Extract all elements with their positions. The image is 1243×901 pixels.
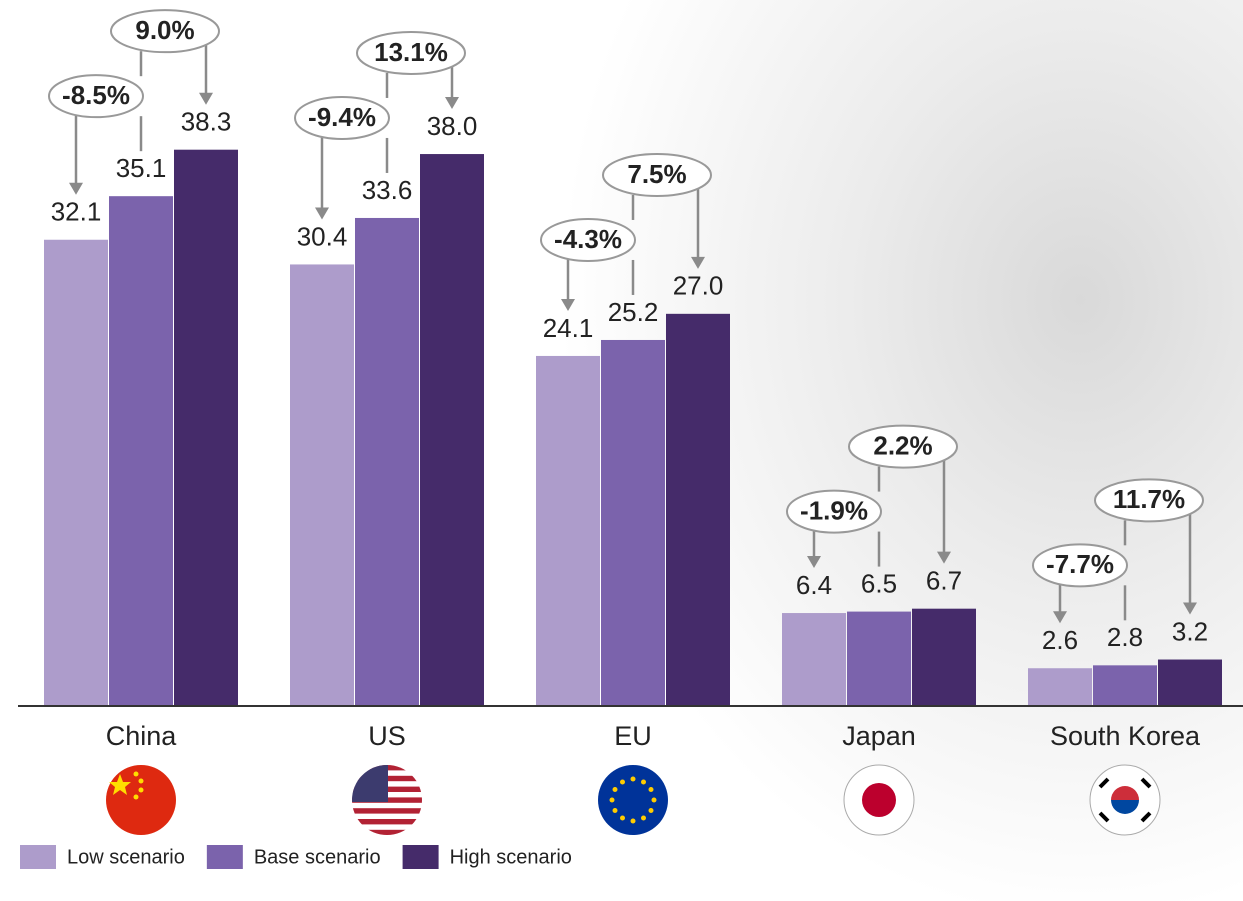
x-tick-label: China (106, 721, 178, 751)
change-bubble (1094, 478, 1204, 523)
change-bubble (848, 424, 958, 469)
arrow-head (1183, 602, 1197, 615)
bar (44, 239, 108, 706)
arrow-head (1053, 611, 1067, 624)
value-label: 38.0 (427, 111, 478, 141)
arrow-head (199, 92, 213, 105)
value-label: 6.4 (796, 570, 832, 600)
value-label: 25.2 (608, 297, 659, 327)
value-label: 38.3 (181, 107, 232, 137)
flags (106, 764, 1161, 836)
change-bubble (786, 489, 882, 534)
change-label: 9.0% (135, 15, 194, 45)
bar (355, 217, 419, 706)
value-label: 2.8 (1107, 622, 1143, 652)
value-label: 2.6 (1042, 625, 1078, 655)
legend-label: High scenario (450, 846, 572, 868)
change-label: -7.7% (1046, 549, 1114, 579)
change-bubble (602, 152, 712, 197)
arrow-head (315, 207, 329, 220)
legend-swatch (206, 845, 243, 869)
bar (420, 154, 484, 707)
flag-japan (843, 764, 915, 836)
flag-us (352, 765, 422, 835)
x-tick-label: Japan (842, 721, 916, 751)
change-bubble (48, 74, 144, 119)
flag-eu (598, 765, 668, 835)
change-label: -4.3% (554, 224, 622, 254)
value-label: 6.5 (861, 568, 897, 598)
change-label: -8.5% (62, 80, 130, 110)
legend-swatch (20, 845, 56, 869)
value-label: 27.0 (673, 271, 724, 301)
change-bubble (294, 95, 390, 140)
bar (912, 608, 976, 706)
change-label: 13.1% (374, 37, 448, 67)
value-label: 30.4 (297, 221, 348, 251)
change-label: -9.4% (308, 102, 376, 132)
bar (174, 149, 238, 706)
change-label: 11.7% (1113, 484, 1185, 514)
bar (847, 611, 911, 706)
bar (1158, 659, 1222, 706)
value-label: 6.7 (926, 566, 962, 596)
bar (109, 196, 173, 707)
change-bubble (356, 30, 466, 75)
bar (666, 313, 730, 706)
legend-swatch (402, 845, 439, 869)
bar (1028, 668, 1092, 706)
change-label: -1.9% (800, 495, 868, 525)
x-tick-label: EU (614, 721, 652, 751)
value-label: 32.1 (51, 197, 102, 227)
change-bubble (540, 217, 636, 262)
bar (782, 613, 846, 706)
bar (1093, 665, 1157, 706)
bar (290, 264, 354, 706)
arrow-head (807, 556, 821, 569)
flag-china (106, 765, 176, 835)
x-tick-label: US (368, 721, 406, 751)
flag-korea (1089, 764, 1161, 836)
arrow-head (445, 97, 459, 110)
bar (536, 355, 600, 706)
legend-label: Low scenario (67, 846, 185, 868)
change-bubble (110, 9, 220, 54)
change-label: 7.5% (627, 159, 686, 189)
change-bubble (1032, 543, 1128, 588)
arrow-head (69, 182, 83, 195)
arrow-head (561, 298, 575, 311)
bar (601, 339, 665, 706)
change-label: 2.2% (873, 430, 932, 460)
x-tick-label: South Korea (1050, 721, 1201, 751)
value-label: 3.2 (1172, 616, 1208, 646)
value-label: 35.1 (116, 153, 167, 183)
value-label: 24.1 (543, 313, 594, 343)
arrow-head (937, 551, 951, 564)
arrow-head (691, 256, 705, 269)
value-label: 33.6 (362, 175, 413, 205)
legend-label: Base scenario (254, 846, 381, 868)
